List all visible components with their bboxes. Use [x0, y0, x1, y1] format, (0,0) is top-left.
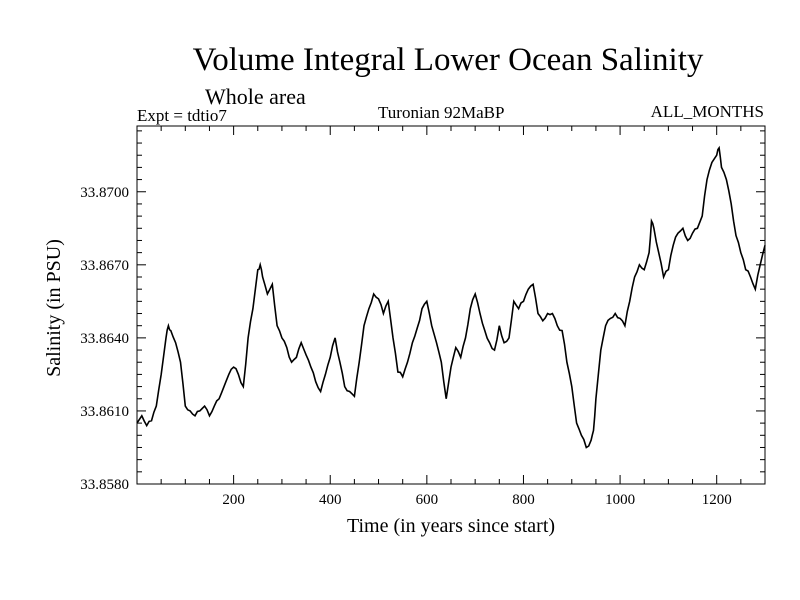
x-tick-label: 200 [222, 492, 245, 508]
plot-frame [136, 125, 766, 485]
x-tick-label: 800 [512, 492, 535, 508]
y-tick-label: 33.8610 [80, 404, 129, 420]
salinity-series-line [136, 145, 766, 449]
chart-title: Volume Integral Lower Ocean Salinity [192, 42, 704, 78]
chart-subtitle: Whole area [205, 84, 306, 109]
months-label: ALL_MONTHS [650, 102, 764, 121]
y-axis: 33.8580 33.8610 33.8640 33.8670 33.8700 [80, 130, 765, 493]
y-axis-label: Salinity (in PSU) [43, 239, 65, 377]
period-label: Turonian 92MaBP [378, 103, 505, 122]
y-tick-label: 33.8670 [80, 258, 129, 274]
x-tick-label: 1200 [702, 492, 732, 508]
x-tick-label: 400 [319, 492, 342, 508]
y-tick-label: 33.8700 [80, 185, 129, 201]
x-axis-label: Time (in years since start) [347, 515, 555, 537]
x-tick-label: 1000 [605, 492, 635, 508]
experiment-label: Expt = tdtio7 [137, 106, 227, 125]
y-tick-label: 33.8640 [80, 331, 129, 347]
x-axis: 200 400 600 800 1000 1200 [160, 126, 742, 508]
x-tick-label: 600 [416, 492, 439, 508]
y-tick-label: 33.8580 [80, 477, 129, 493]
